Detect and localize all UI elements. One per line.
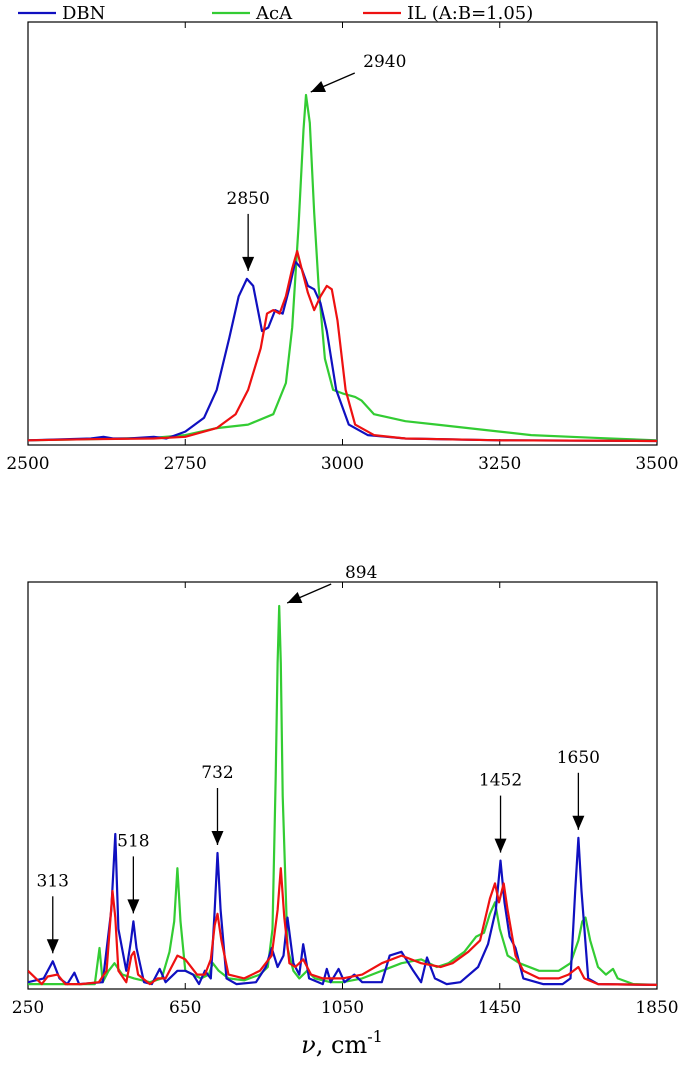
x-tick-label-high-3500: 3500 [635, 454, 678, 474]
plot-frame-high [27, 21, 658, 446]
annotation-arrow-head-732 [211, 831, 224, 845]
legend-label-aca: AcA [255, 3, 293, 24]
series-line-high-aca [28, 93, 657, 442]
x-axis-title: ν, cm-1 [301, 1027, 383, 1059]
annotation-1452: 1452 [479, 771, 522, 853]
x-tick-label-high-2750: 2750 [164, 454, 207, 474]
annotation-label-518: 518 [117, 831, 149, 851]
x-tick-label-low-1850: 1850 [635, 998, 678, 1018]
annotation-arrow-head-1650 [572, 815, 585, 830]
x-tick-label-high-2500: 2500 [6, 454, 49, 474]
annotation-518: 518 [117, 831, 150, 914]
x-tick-label-low-1450: 1450 [478, 998, 521, 1018]
annotation-732: 732 [201, 763, 234, 845]
legend-label-dbn: DBN [62, 3, 105, 24]
series-line-low-aca [28, 604, 657, 986]
annotation-arrow-head-894 [287, 591, 303, 603]
x-axis-unit: , cm [316, 1031, 368, 1059]
plot-frame-low [27, 581, 658, 990]
series-line-low-il-a-b-1-05 [28, 867, 657, 986]
annotation-arrow-head-518 [127, 899, 140, 914]
x-tick-label-low-650: 650 [169, 998, 201, 1018]
annotation-label-732: 732 [201, 763, 233, 783]
series-line-high-il-a-b-1-05 [28, 250, 657, 443]
annotation-arrow-head-2850 [242, 256, 255, 271]
annotation-label-2850: 2850 [227, 189, 270, 209]
annotation-1650: 1650 [557, 748, 600, 830]
series-line-low-dbn [28, 832, 657, 986]
panel-high-wavenumber: 2500 2750 3000 3250 3500 2850 2940 [6, 21, 679, 474]
annotation-313: 313 [37, 871, 69, 954]
annotation-label-1650: 1650 [557, 748, 600, 768]
x-tick-label-low-250: 250 [12, 998, 44, 1018]
legend-label-il-a-b-1-05: IL (A:B=1.05) [407, 3, 533, 24]
legend: DBN AcA IL (A:B=1.05) [18, 3, 533, 24]
x-tick-label-high-3250: 3250 [478, 454, 521, 474]
panel-low-wavenumber: 250 650 1050 1450 1850 313 518 732 894 1452 1650 [12, 563, 679, 1018]
annotation-label-894: 894 [345, 563, 377, 583]
annotation-arrow-head-313 [46, 939, 59, 954]
annotation-2850: 2850 [227, 189, 270, 271]
series-line-high-dbn [28, 260, 657, 443]
annotation-894: 894 [286, 563, 377, 604]
x-axis-symbol: ν [301, 1031, 316, 1059]
annotation-arrow-head-2940 [310, 80, 326, 92]
annotation-label-313: 313 [37, 871, 69, 891]
x-tick-label-high-3000: 3000 [321, 454, 364, 474]
x-axis-exponent: -1 [367, 1027, 383, 1046]
annotation-label-1452: 1452 [479, 771, 522, 791]
annotation-2940: 2940 [310, 52, 406, 93]
annotation-label-2940: 2940 [363, 52, 406, 72]
x-tick-label-low-1050: 1050 [321, 998, 364, 1018]
annotation-arrow-head-1452 [494, 838, 507, 853]
